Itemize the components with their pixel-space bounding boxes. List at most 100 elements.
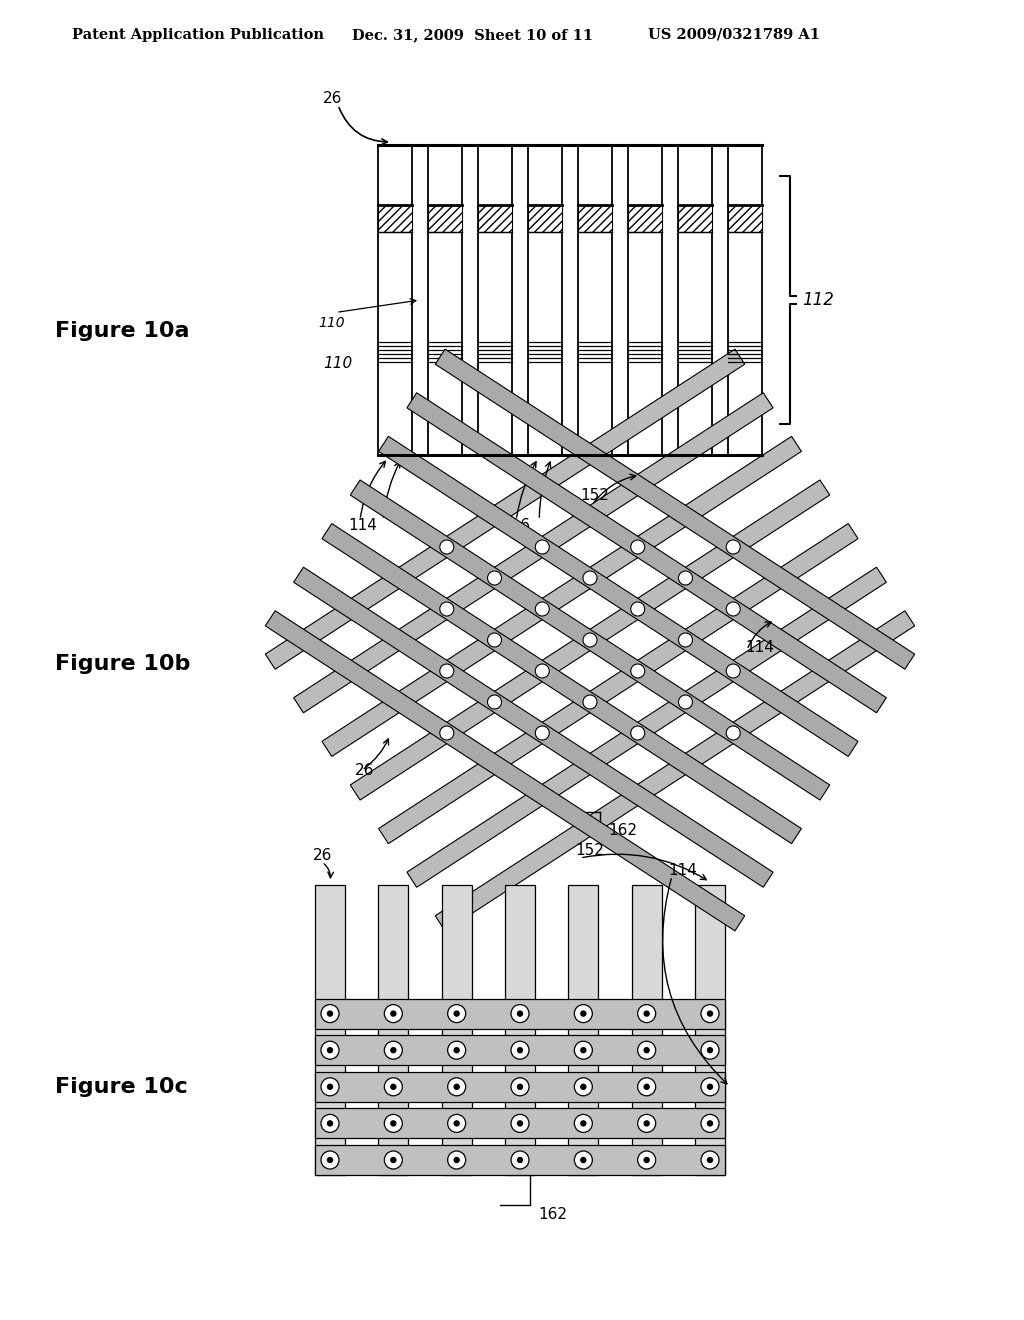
Circle shape [581, 1158, 586, 1163]
Circle shape [447, 1114, 466, 1133]
Circle shape [701, 1114, 719, 1133]
Circle shape [708, 1084, 713, 1089]
Circle shape [447, 1151, 466, 1170]
Circle shape [455, 1121, 459, 1126]
Text: Patent Application Publication: Patent Application Publication [72, 28, 324, 42]
Circle shape [581, 1121, 586, 1126]
Circle shape [447, 1078, 466, 1096]
Bar [428, 145, 462, 455]
Circle shape [644, 1048, 649, 1053]
Polygon shape [407, 393, 887, 713]
Circle shape [631, 664, 645, 678]
Circle shape [321, 1151, 339, 1170]
Circle shape [638, 1151, 655, 1170]
Circle shape [447, 1005, 466, 1023]
Circle shape [447, 1041, 466, 1059]
Circle shape [638, 1114, 655, 1133]
Circle shape [321, 1041, 339, 1059]
Bar [678, 145, 712, 455]
Circle shape [487, 634, 502, 647]
Bar [441, 884, 472, 1175]
Text: 116: 116 [501, 517, 529, 533]
Bar [678, 206, 712, 232]
Circle shape [574, 1005, 592, 1023]
Text: 110: 110 [323, 356, 352, 371]
Text: 114: 114 [668, 863, 697, 878]
Circle shape [726, 726, 740, 741]
Circle shape [583, 696, 597, 709]
Circle shape [517, 1048, 522, 1053]
Circle shape [644, 1121, 649, 1126]
Circle shape [328, 1048, 333, 1053]
Polygon shape [322, 524, 802, 843]
Text: 114: 114 [348, 517, 377, 533]
Text: 162: 162 [608, 822, 637, 838]
Text: 26: 26 [355, 763, 375, 777]
Text: 26: 26 [323, 91, 342, 106]
Circle shape [536, 602, 549, 616]
Bar [632, 884, 662, 1175]
Circle shape [726, 540, 740, 554]
Circle shape [581, 1084, 586, 1089]
Circle shape [439, 602, 454, 616]
Circle shape [455, 1011, 459, 1016]
Text: 112: 112 [802, 290, 834, 309]
Circle shape [455, 1048, 459, 1053]
Circle shape [644, 1011, 649, 1016]
Polygon shape [350, 480, 829, 800]
Circle shape [328, 1121, 333, 1126]
Bar [568, 884, 598, 1175]
Polygon shape [294, 393, 773, 713]
Circle shape [384, 1005, 402, 1023]
Circle shape [726, 664, 740, 678]
Circle shape [726, 602, 740, 616]
Circle shape [638, 1005, 655, 1023]
Circle shape [328, 1084, 333, 1089]
Text: Figure 10c: Figure 10c [55, 1077, 187, 1097]
Circle shape [638, 1041, 655, 1059]
Polygon shape [435, 611, 914, 931]
Circle shape [708, 1158, 713, 1163]
Bar [528, 206, 562, 232]
Circle shape [328, 1011, 333, 1016]
Text: Dec. 31, 2009  Sheet 10 of 11: Dec. 31, 2009 Sheet 10 of 11 [352, 28, 593, 42]
Circle shape [384, 1114, 402, 1133]
Polygon shape [435, 348, 914, 669]
Circle shape [391, 1048, 396, 1053]
Circle shape [583, 634, 597, 647]
Circle shape [391, 1121, 396, 1126]
Text: 110: 110 [318, 317, 345, 330]
Bar [428, 206, 462, 232]
Bar [478, 145, 512, 455]
Circle shape [581, 1048, 586, 1053]
Text: 114: 114 [745, 640, 774, 655]
Circle shape [321, 1114, 339, 1133]
Polygon shape [322, 437, 802, 756]
Circle shape [679, 572, 692, 585]
Text: Figure 10b: Figure 10b [55, 653, 190, 675]
Polygon shape [265, 611, 744, 931]
Circle shape [638, 1078, 655, 1096]
Bar [728, 145, 762, 455]
Circle shape [644, 1084, 649, 1089]
Circle shape [581, 1011, 586, 1016]
Circle shape [439, 726, 454, 741]
Circle shape [701, 1078, 719, 1096]
Bar [378, 145, 412, 455]
Circle shape [391, 1158, 396, 1163]
Bar [528, 145, 562, 455]
Circle shape [583, 572, 597, 585]
Circle shape [679, 696, 692, 709]
Polygon shape [350, 480, 829, 800]
Circle shape [574, 1078, 592, 1096]
Polygon shape [379, 437, 858, 756]
Circle shape [644, 1158, 649, 1163]
Bar [315, 1035, 725, 1065]
Text: 152: 152 [575, 843, 604, 858]
Circle shape [391, 1084, 396, 1089]
Circle shape [455, 1084, 459, 1089]
Bar [578, 145, 612, 455]
Bar [728, 206, 762, 232]
Bar [315, 1072, 725, 1102]
Circle shape [708, 1048, 713, 1053]
